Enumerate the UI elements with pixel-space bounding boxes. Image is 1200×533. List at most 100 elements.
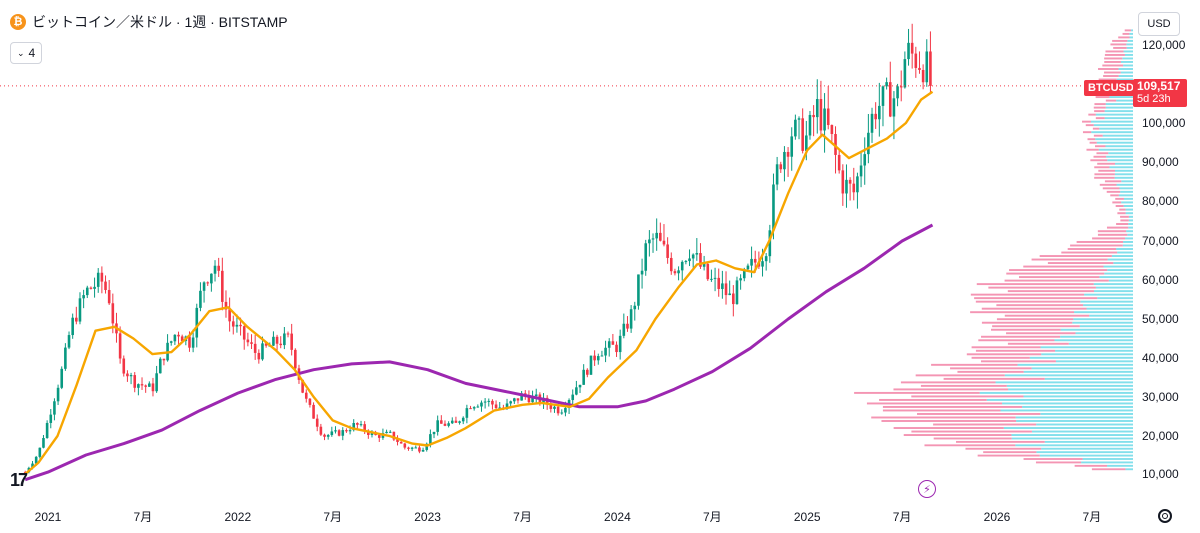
volume-profile-bar-up-52 [1095, 286, 1133, 289]
candle-body-15 [78, 298, 82, 322]
volume-profile-bar-down-75 [1115, 205, 1124, 207]
x-tick-label-7: 7月 [703, 510, 722, 524]
currency-button[interactable]: USD [1138, 12, 1180, 36]
volume-profile-bar-down-96 [1082, 131, 1092, 134]
volume-profile-bar-down-39 [1006, 332, 1076, 335]
lightning-icon[interactable]: ⚡ [918, 480, 936, 498]
candle-body-19 [93, 286, 96, 289]
volume-profile-bar-down-28 [957, 370, 1024, 373]
volume-profile-bar-down-8 [956, 440, 1045, 443]
candle-body-231 [867, 132, 870, 155]
volume-profile-bar-up-119 [1123, 50, 1133, 53]
volume-profile-bar-up-91 [1098, 148, 1133, 151]
y-tick-label-9: 100,000 [1142, 116, 1186, 130]
candle-body-222 [834, 134, 837, 155]
volume-profile-bar-up-19 [1002, 402, 1133, 405]
volume-profile-bar-up-95 [1102, 134, 1133, 137]
ma-short-line [24, 90, 934, 475]
volume-profile-bar-up-10 [1011, 434, 1133, 436]
volume-profile-bar-down-67 [1097, 233, 1128, 236]
candle-body-83 [326, 435, 330, 437]
candle-body-106 [410, 447, 414, 449]
candle-body-213 [801, 118, 804, 151]
x-tick-label-6: 2024 [604, 510, 631, 524]
candle-body-10 [60, 368, 64, 388]
candle-body-16 [82, 295, 85, 299]
volume-profile-bar-down-35 [971, 346, 1041, 349]
candle-body-18 [89, 287, 93, 289]
candle-body-235 [881, 86, 885, 106]
volume-profile-bar-down-24 [920, 384, 1007, 387]
volume-profile-bar-down-100 [1095, 117, 1105, 120]
candle-body-190 [717, 277, 721, 289]
volume-profile-bar-up-23 [1008, 388, 1133, 391]
candle-body-82 [323, 434, 326, 437]
volume-profile-bar-up-1 [1107, 464, 1133, 467]
candle-body-41 [173, 334, 177, 342]
volume-profile-bar-up-47 [1083, 304, 1133, 307]
volume-profile [854, 29, 1133, 471]
candle-body-184 [695, 253, 699, 255]
volume-profile-bar-down-13 [933, 423, 1037, 426]
volume-profile-bar-down-53 [976, 283, 1094, 286]
volume-profile-bar-up-116 [1120, 61, 1133, 63]
settings-icon[interactable] [1158, 509, 1172, 523]
volume-profile-bar-down-81 [1099, 183, 1117, 186]
candle-body-37 [158, 358, 162, 374]
candle-body-73 [290, 333, 293, 350]
candle-body-86 [337, 430, 341, 436]
volume-profile-bar-down-77 [1115, 197, 1124, 200]
volume-profile-bar-down-80 [1102, 187, 1120, 190]
candle-body-208 [783, 151, 786, 170]
volume-profile-bar-up-46 [1086, 307, 1133, 310]
volume-profile-bar-down-90 [1096, 152, 1109, 155]
volume-profile-bar-up-35 [1040, 346, 1133, 349]
candle-body-17 [85, 287, 89, 296]
volume-profile-bar-down-22 [854, 391, 980, 394]
candle-body-132 [505, 403, 509, 409]
volume-profile-bar-down-7 [924, 444, 1016, 447]
candle-body-65 [261, 343, 264, 360]
volume-profile-bar-down-52 [988, 286, 1096, 289]
volume-profile-bar-up-105 [1116, 99, 1133, 102]
y-tick-label-5: 60,000 [1142, 273, 1179, 287]
candle-body-185 [699, 253, 702, 267]
candle-body-232 [870, 113, 874, 133]
candle-body-140 [534, 394, 538, 397]
volume-profile-bar-down-112 [1103, 75, 1119, 77]
volume-profile-bar-down-94 [1087, 138, 1096, 141]
candle-body-21 [100, 272, 104, 282]
candle-body-241 [903, 59, 907, 88]
candle-body-59 [239, 324, 242, 327]
candle-body-180 [680, 261, 684, 271]
ma-long-line [24, 223, 934, 482]
candle-body-101 [392, 431, 396, 440]
y-axis: 10,000 20,000 30,000 40,000 50,000 60,000 70,0… [1142, 38, 1186, 481]
candle-body-60 [242, 326, 246, 340]
volume-profile-bar-up-84 [1114, 173, 1133, 176]
candle-body-150 [571, 394, 575, 401]
candle-body-207 [779, 164, 783, 170]
candle-body-205 [772, 184, 775, 231]
candle-body-162 [615, 344, 618, 353]
volume-profile-bar-down-88 [1090, 159, 1108, 162]
volume-profile-bar-down-17 [882, 409, 1001, 412]
volume-profile-bar-up-27 [1004, 374, 1133, 377]
candle-body-156 [593, 355, 596, 361]
volume-profile-bar-up-120 [1126, 46, 1133, 49]
volume-profile-bar-down-118 [1104, 53, 1125, 56]
tradingview-logo[interactable]: 17 [10, 470, 28, 490]
volume-profile-bar-up-61 [1111, 255, 1133, 257]
volume-profile-bar-down-102 [1094, 110, 1105, 113]
candle-body-33 [144, 385, 147, 387]
volume-profile-bar-down-116 [1104, 61, 1121, 63]
volume-profile-bar-down-85 [1098, 169, 1115, 172]
candle-body-223 [837, 154, 841, 171]
candle-body-45 [188, 336, 191, 348]
candle-body-230 [863, 154, 867, 166]
candle-body-155 [589, 355, 593, 375]
candle-body-228 [856, 176, 859, 193]
indicators-toggle-button[interactable]: ⌄ 4 [10, 42, 43, 64]
